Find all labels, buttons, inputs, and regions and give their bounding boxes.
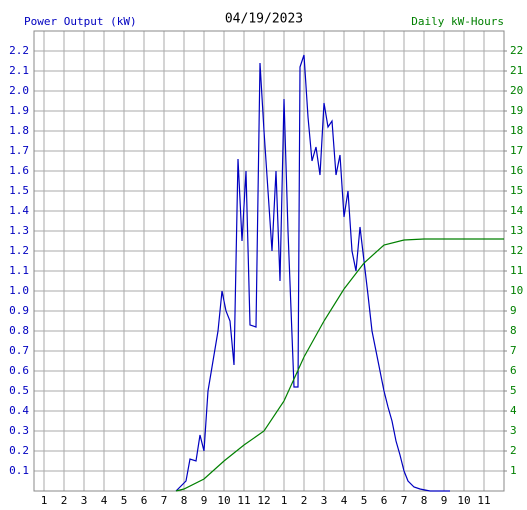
y2-tick-label: 6 <box>510 364 517 377</box>
y2-tick-label: 7 <box>510 344 517 357</box>
chart-title: 04/19/2023 <box>225 12 303 27</box>
y-tick-label: 1.4 <box>9 204 29 217</box>
x-tick-label: 11 <box>237 494 250 507</box>
y-tick-label: 1.6 <box>9 164 29 177</box>
y-tick-label: 0.2 <box>9 444 29 457</box>
y-tick-label: 1.3 <box>9 224 29 237</box>
series-line <box>175 238 504 492</box>
y2-tick-label: 22 <box>510 44 523 57</box>
y2-tick-label: 1 <box>510 464 517 477</box>
x-tick-label: 2 <box>301 494 308 507</box>
x-tick-label: 1 <box>41 494 48 507</box>
y-tick-label: 2.2 <box>9 44 29 57</box>
y2-tick-label: 15 <box>510 184 523 197</box>
y2-tick-label: 12 <box>510 244 523 257</box>
x-tick-label: 3 <box>81 494 88 507</box>
y-tick-label: 1.8 <box>9 124 29 137</box>
y-tick-label: 0.9 <box>9 304 29 317</box>
y-tick-label: 2.1 <box>9 64 29 77</box>
y2-tick-label: 2 <box>510 444 517 457</box>
y2-tick-label: 8 <box>510 324 517 337</box>
x-tick-label: 12 <box>257 494 270 507</box>
y-tick-label: 0.6 <box>9 364 29 377</box>
y-tick-label: 0.8 <box>9 324 29 337</box>
y2-tick-label: 9 <box>510 304 517 317</box>
x-tick-label: 10 <box>457 494 470 507</box>
y2-tick-label: 20 <box>510 84 523 97</box>
y-axis-label: Power Output (kW) <box>24 15 137 28</box>
x-tick-label: 3 <box>321 494 328 507</box>
y-tick-label: 0.1 <box>9 464 29 477</box>
x-tick-label: 4 <box>341 494 348 507</box>
y-tick-label: 0.4 <box>9 404 29 417</box>
x-tick-label: 9 <box>441 494 448 507</box>
x-tick-label: 7 <box>161 494 168 507</box>
x-tick-label: 11 <box>477 494 490 507</box>
x-tick-label: 4 <box>101 494 108 507</box>
y2-tick-label: 4 <box>510 404 517 417</box>
y-tick-label: 2.0 <box>9 84 29 97</box>
y2-tick-label: 17 <box>510 144 523 157</box>
x-tick-label: 7 <box>401 494 408 507</box>
y2-tick-label: 19 <box>510 104 523 117</box>
y-tick-label: 1.9 <box>9 104 29 117</box>
x-tick-label: 8 <box>181 494 188 507</box>
y-tick-label: 1.0 <box>9 284 29 297</box>
y2-tick-label: 16 <box>510 164 523 177</box>
y-tick-label: 1.2 <box>9 244 29 257</box>
x-tick-label: 6 <box>381 494 388 507</box>
y-tick-label: 0.3 <box>9 424 29 437</box>
y2-tick-label: 10 <box>510 284 523 297</box>
y-tick-label: 1.1 <box>9 264 29 277</box>
y2-tick-label: 13 <box>510 224 523 237</box>
x-tick-label: 2 <box>61 494 68 507</box>
y2-tick-label: 21 <box>510 64 523 77</box>
y2-tick-label: 3 <box>510 424 517 437</box>
plot-frame <box>33 30 505 492</box>
x-tick-label: 1 <box>281 494 288 507</box>
series-line <box>175 54 450 492</box>
y2-tick-label: 14 <box>510 204 524 217</box>
y2-axis-label: Daily kW-Hours <box>411 15 504 28</box>
y-tick-label: 0.7 <box>9 344 29 357</box>
x-tick-label: 8 <box>421 494 428 507</box>
x-tick-label: 6 <box>141 494 148 507</box>
y2-tick-label: 18 <box>510 124 523 137</box>
y2-tick-label: 5 <box>510 384 517 397</box>
y-tick-label: 1.5 <box>9 184 29 197</box>
y2-tick-label: 11 <box>510 264 523 277</box>
x-tick-label: 9 <box>201 494 208 507</box>
x-tick-label: 5 <box>121 494 128 507</box>
x-tick-label: 10 <box>217 494 230 507</box>
y-tick-label: 1.7 <box>9 144 29 157</box>
y-tick-label: 0.5 <box>9 384 29 397</box>
x-tick-label: 5 <box>361 494 368 507</box>
